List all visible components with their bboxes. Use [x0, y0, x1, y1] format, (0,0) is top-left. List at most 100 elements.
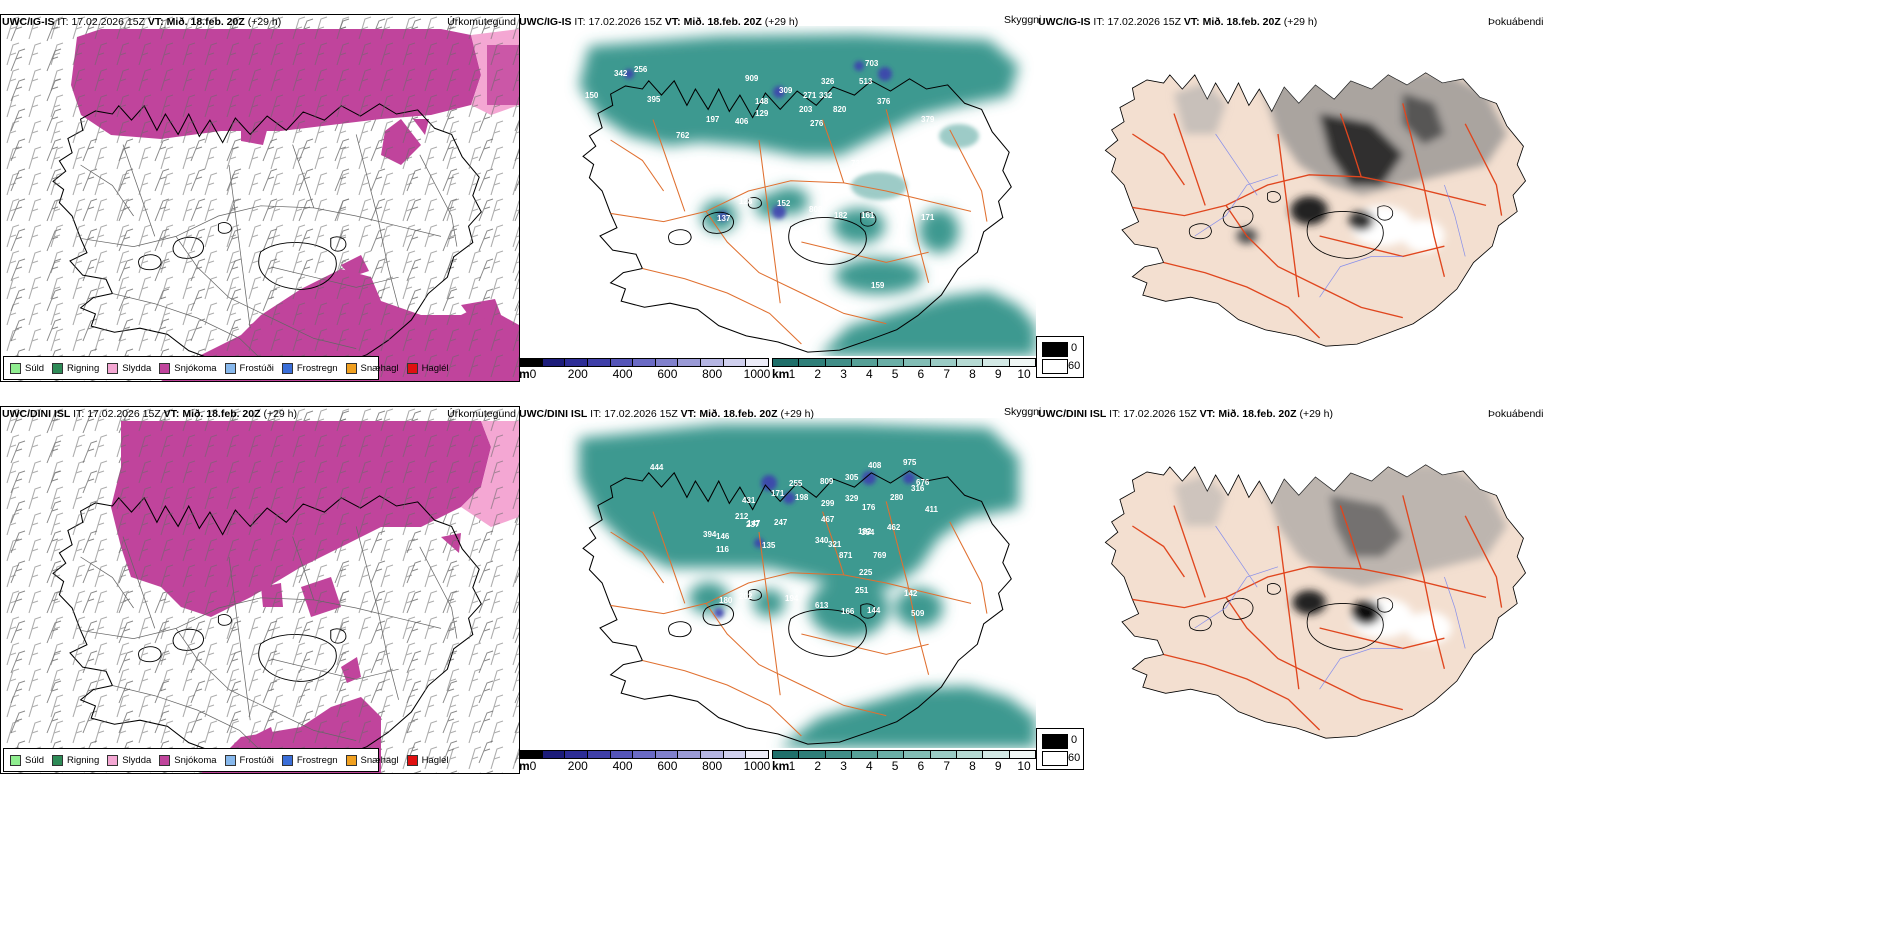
cloud-base-label: 665: [871, 671, 885, 680]
visibility-scale-1: km 1 2 3 4 5 6 7 8 9 10: [772, 356, 1037, 381]
cloud-base-label: 354: [861, 528, 875, 537]
colorbar-step: [799, 751, 826, 758]
colorbar-step: [655, 751, 679, 758]
precip-map-2: [1, 407, 519, 773]
cloud-base-label: 256: [634, 65, 648, 74]
ceiling-scale-2: m 0 200 400 600 800 1000: [519, 748, 771, 773]
cloud-base-label: 737: [851, 159, 865, 168]
colorbar-step: [678, 359, 702, 366]
legend-swatch: [345, 754, 357, 766]
colorbar-step: [851, 751, 879, 758]
cloud-base-label: 703: [865, 59, 879, 68]
cloud-panel-1: 342 256 395 150 762 197 909 148 129 406 309 271 326 3…: [519, 26, 1036, 356]
cloud-panel-2: 444 431 255 171 198 809 305 408 975 676 394 212 237 1…: [519, 418, 1036, 748]
colorbar-tick-label: 200: [567, 367, 588, 381]
fog-map-1: [1104, 72, 1527, 347]
cloud-base-label: 194: [785, 594, 799, 603]
cloud-title-2: Skyggni: [1004, 406, 1042, 418]
cloud-base-label: 147: [747, 519, 761, 528]
cloud-base-label: 152: [777, 199, 791, 208]
panel-title-cloud-1: UWC/IG-IS IT: 17.02.2026 15Z VT: Mið. 18…: [519, 16, 799, 28]
colorbar-step: [701, 751, 724, 758]
cloud-base-label: 316: [911, 484, 925, 493]
cloud-base-label: 769: [873, 551, 887, 560]
legend-item: Snjókoma: [159, 362, 217, 374]
colorbar-tick-label: 4: [865, 367, 873, 381]
cloud-base-label: 255: [789, 479, 803, 488]
colorbar-tick-label: 8: [969, 759, 976, 773]
fog-index-field: [1174, 72, 1507, 253]
cloud-base-label: 280: [890, 493, 904, 502]
cloud-base-label: 180: [719, 596, 733, 605]
colorbar-step: [983, 751, 1010, 758]
colorbar-tick-label: 400: [612, 759, 633, 773]
colorbar-step: [904, 359, 931, 366]
cloud-base-label: 171: [921, 213, 935, 222]
cloud-map-1: 342 256 395 150 762 197 909 148 129 406 309 271 326 3…: [579, 34, 1036, 356]
colorbar-tick-label: 1000: [743, 759, 771, 773]
precip-panel-2: Súld Rigning Slydda Snjókoma Frostúði Fr…: [0, 406, 520, 774]
cloud-base-label: 395: [647, 95, 661, 104]
precip-title-1: Úrkomutegund: [447, 16, 516, 28]
colorbar-tick-label: 200: [567, 759, 588, 773]
legend-item: Frostregn: [281, 754, 338, 766]
cloud-base-label: 305: [845, 473, 859, 482]
cloud-base-label: 513: [859, 77, 873, 86]
panel-title-precip-2: UWC/DINI ISL IT: 17.02.2026 15Z VT: Mið.…: [2, 408, 298, 420]
legend-item: Súld: [10, 754, 44, 766]
colorbar-step: [520, 751, 543, 758]
colorbar-tick-label: 1: [788, 759, 796, 773]
colorbar-step: [773, 751, 800, 758]
colorbar-step: [825, 359, 852, 366]
low-visibility-area: [579, 424, 1036, 748]
fog-max-swatch: [1042, 734, 1068, 749]
colorbar-tick-label: 8: [969, 367, 976, 381]
cloud-base-label: 182: [858, 527, 872, 536]
fog-scale-1: [1036, 336, 1084, 378]
legend-swatch: [159, 362, 171, 374]
cloud-base-label: 342: [614, 69, 628, 78]
colorbar-step: [851, 359, 879, 366]
colorbar-tick-label: 10: [1017, 759, 1031, 773]
fog-panel-1: [1060, 28, 1540, 348]
legend-item: Frostúði: [224, 362, 274, 374]
legend-item: Snæhagl: [345, 754, 399, 766]
colorbar-step: [746, 359, 769, 366]
legend-item: Slydda: [107, 362, 151, 374]
height-labels: 342 256 395 150 762 197 909 148 129 406 309 271 326 3…: [585, 59, 935, 290]
fog-index-field: [1174, 464, 1507, 645]
colorbar-step: [633, 751, 656, 758]
fog-max-label: 0: [1071, 342, 1078, 354]
legend-swatch: [406, 754, 418, 766]
colorbar-tick-label: 800: [702, 367, 723, 381]
ceiling-scale-1: m 0 200 400 600 800 1000: [519, 356, 770, 381]
fog-max-label: 0: [1071, 734, 1078, 746]
cloud-base-label: 251: [855, 586, 869, 595]
legend-swatch: [224, 362, 236, 374]
cloud-base-label: 203: [799, 105, 813, 114]
colorbar-tick-label: 10: [1017, 367, 1031, 381]
colorbar-step: [930, 751, 958, 758]
cloud-base-label: 321: [828, 540, 842, 549]
legend-item: Súld: [10, 362, 44, 374]
cloud-base-label: 247: [774, 518, 788, 527]
fog-min-label: 60: [1068, 752, 1081, 764]
cloud-title-1: Skyggni: [1004, 14, 1042, 26]
colorbar-step: [957, 751, 984, 758]
cloud-base-label: 276: [810, 119, 824, 128]
visibility-scale-2: km 1 2 3 4 5 6 7 8 9 10: [772, 748, 1037, 773]
colorbar-tick-label: 0: [529, 759, 537, 773]
fog-title-1: Þokuábendi: [1488, 16, 1544, 28]
colorbar-tick-label: 3: [840, 367, 847, 381]
fog-title-2: Þokuábendi: [1488, 408, 1544, 420]
colorbar-step: [1009, 359, 1035, 366]
colorbar-tick-label: 0: [529, 367, 537, 381]
fog-scale-2: [1036, 728, 1084, 770]
precip-map-1: [1, 15, 519, 381]
visibility-unit: km: [772, 367, 790, 381]
cloud-base-label: 212: [735, 512, 749, 521]
colorbar-tick-label: 7: [943, 759, 950, 773]
colorbar-tick-label: 7: [943, 367, 950, 381]
